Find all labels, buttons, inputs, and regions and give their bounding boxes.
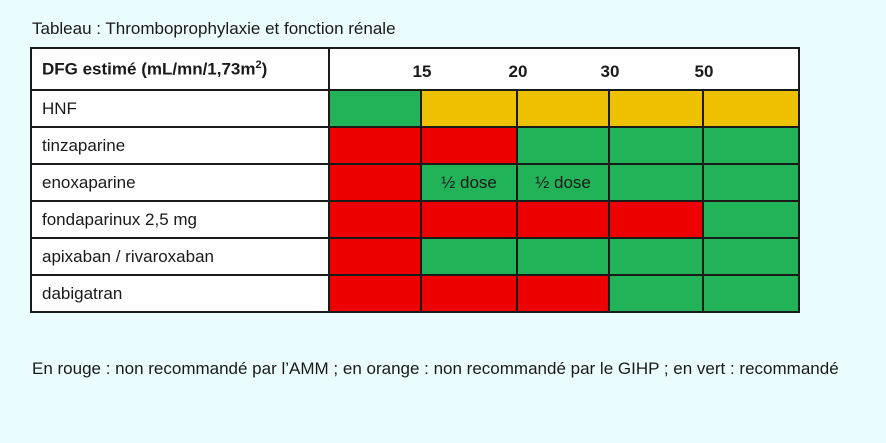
table-row: enoxaparine ½ dose ½ dose xyxy=(30,163,801,202)
status-cell xyxy=(516,126,610,165)
status-cell xyxy=(701,89,801,128)
renal-function-table: DFG estimé (mL/mn/1,73m2) 15 20 30 50 HN… xyxy=(30,47,801,313)
status-cell xyxy=(701,126,801,165)
table-row: apixaban / rivaroxaban xyxy=(30,237,801,276)
status-cell xyxy=(608,89,704,128)
status-cell: ½ dose xyxy=(420,163,518,202)
status-cell xyxy=(608,200,704,239)
drug-name: apixaban / rivaroxaban xyxy=(30,237,330,276)
status-cell xyxy=(608,163,704,202)
dfg-tick-20: 20 xyxy=(508,62,528,81)
drug-name: dabigatran xyxy=(30,274,330,313)
status-cell xyxy=(516,274,610,313)
status-cell xyxy=(420,274,518,313)
color-legend-note: En rouge : non recommandé par l’AMM ; en… xyxy=(32,359,839,378)
status-cell xyxy=(328,163,422,202)
dfg-scale: 15 20 30 50 xyxy=(327,47,801,91)
status-cell xyxy=(420,89,518,128)
drug-name: fondaparinux 2,5 mg xyxy=(30,200,330,239)
status-cell xyxy=(328,126,422,165)
table-row: tinzaparine xyxy=(30,126,801,165)
status-cell xyxy=(701,163,801,202)
status-cell xyxy=(328,200,422,239)
dfg-header-superscript: 2 xyxy=(255,58,262,71)
dfg-header-text: DFG estimé (mL/mn/1,73m xyxy=(42,59,256,79)
status-cell xyxy=(701,237,801,276)
table-row: dabigatran xyxy=(30,274,801,313)
status-cell: ½ dose xyxy=(516,163,610,202)
status-cell xyxy=(420,237,518,276)
drug-name: tinzaparine xyxy=(30,126,330,165)
drug-name: HNF xyxy=(30,89,330,128)
dfg-tick-30: 30 xyxy=(600,62,620,81)
dfg-header-label: DFG estimé (mL/mn/1,73m2) xyxy=(30,47,330,91)
status-cell xyxy=(420,126,518,165)
status-cell xyxy=(328,89,422,128)
drug-name: enoxaparine xyxy=(30,163,330,202)
status-cell xyxy=(420,200,518,239)
dfg-tick-50: 50 xyxy=(694,62,714,81)
status-cell xyxy=(516,89,610,128)
dfg-tick-15: 15 xyxy=(412,62,432,81)
status-cell xyxy=(328,237,422,276)
status-cell xyxy=(701,200,801,239)
status-cell xyxy=(328,274,422,313)
status-cell xyxy=(701,274,801,313)
status-cell xyxy=(608,126,704,165)
status-cell xyxy=(516,200,610,239)
dfg-header-close: ) xyxy=(261,59,268,79)
status-cell xyxy=(608,237,704,276)
header-row: DFG estimé (mL/mn/1,73m2) 15 20 30 50 xyxy=(30,47,801,91)
status-cell xyxy=(608,274,704,313)
table-row: fondaparinux 2,5 mg xyxy=(30,200,801,239)
table-row: HNF xyxy=(30,89,801,128)
status-cell xyxy=(516,237,610,276)
table-title: Tableau : Thromboprophylaxie et fonction… xyxy=(32,19,396,38)
